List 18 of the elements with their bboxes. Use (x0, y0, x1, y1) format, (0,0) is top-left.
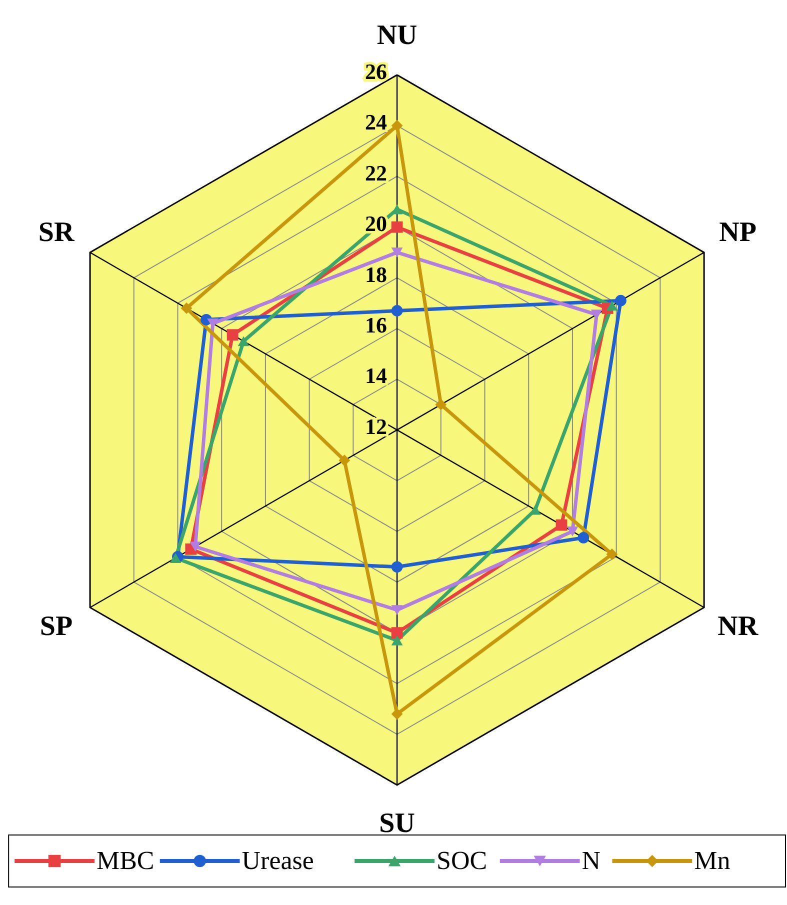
y-tick-label: 16 (365, 312, 388, 338)
y-tick-label: 22 (365, 160, 388, 186)
y-tick-label: 26 (365, 58, 388, 84)
spoke-label: NP (719, 216, 756, 248)
legend-label: N (582, 846, 601, 876)
spoke-label: NU (376, 20, 418, 51)
spoke-label: SP (40, 611, 73, 642)
y-tick-label: 24 (365, 110, 388, 135)
spoke-label: NR (718, 611, 759, 642)
y-tick-label: 12 (365, 414, 388, 439)
y-tick-label: 14 (365, 363, 388, 388)
legend-label: Urease (242, 846, 314, 876)
legend-label: Mn (694, 846, 730, 876)
legend-label: SOC (436, 846, 488, 876)
legend-label: MBC (96, 846, 154, 876)
spoke-label: SU (379, 808, 415, 840)
spoke-label: SR (38, 216, 75, 248)
y-tick-label: 18 (365, 262, 388, 287)
